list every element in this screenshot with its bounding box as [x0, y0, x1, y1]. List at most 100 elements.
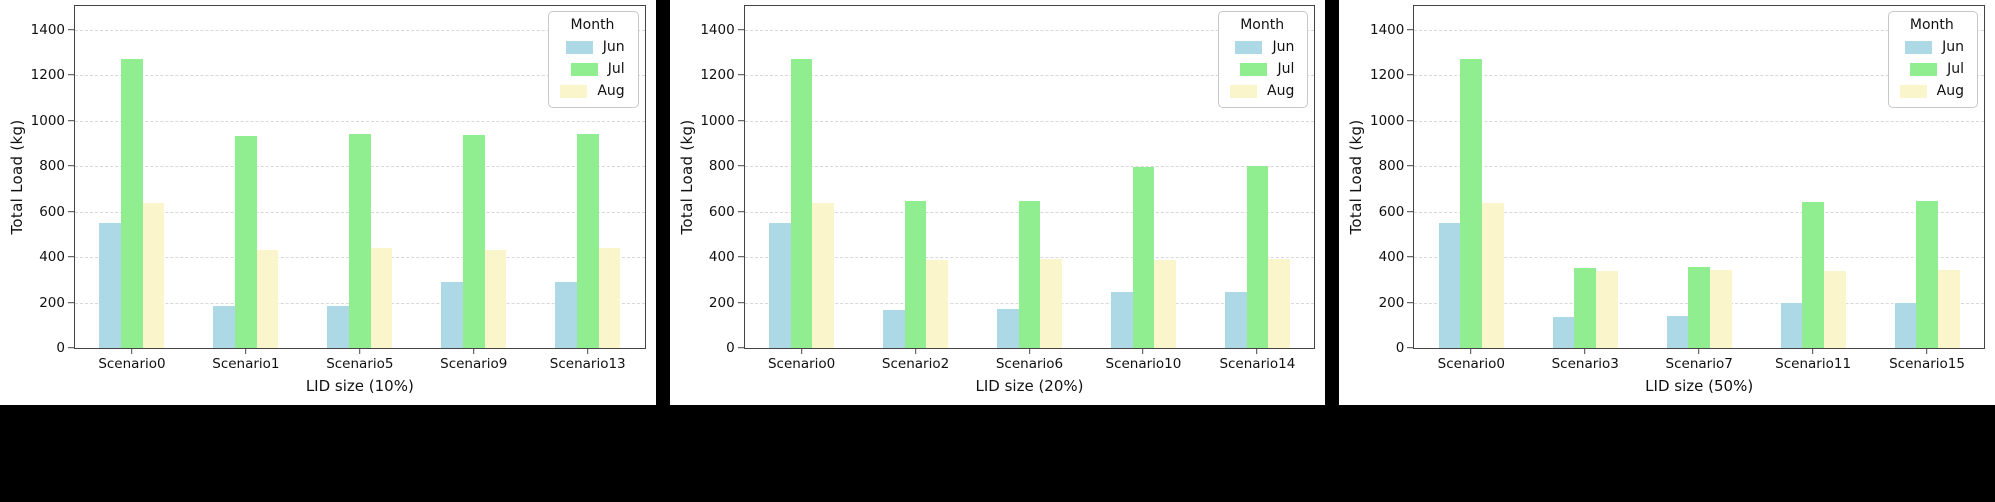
- x-axis-label: LID size (10%): [305, 377, 414, 395]
- gridline: [1414, 211, 1985, 213]
- bar-jul-scenario0: [790, 58, 813, 348]
- y-tick-mark: [737, 29, 744, 31]
- bar-aug-scenario0: [142, 203, 165, 348]
- x-tick-label: Scenario0: [1437, 356, 1505, 372]
- x-tick-mark: [359, 348, 361, 354]
- legend-title: Month: [570, 17, 615, 33]
- x-tick-label: Scenario9: [440, 356, 508, 372]
- y-tick-mark: [737, 165, 744, 167]
- x-tick-mark: [1028, 348, 1030, 354]
- x-tick-mark: [1926, 348, 1928, 354]
- y-tick-mark: [737, 119, 744, 121]
- gridline: [1414, 75, 1985, 77]
- bar-jul-scenario14: [1246, 166, 1269, 348]
- bar-jul-scenario1: [235, 135, 257, 348]
- legend-entry-jul: Jul: [560, 61, 625, 77]
- legend-entry-jul: Jul: [1900, 61, 1964, 77]
- y-tick-label: 200: [1378, 294, 1405, 311]
- gridline: [1414, 120, 1985, 122]
- bar-aug-scenario0: [1482, 203, 1504, 348]
- y-tick-mark: [68, 74, 74, 76]
- legend-entry-aug: Aug: [1899, 83, 1965, 99]
- bar-jun-scenario14: [1224, 291, 1247, 348]
- x-tick-label: Scenario1: [212, 356, 280, 372]
- y-tick-label: 1400: [30, 21, 65, 38]
- y-tick-mark: [68, 256, 74, 258]
- plot-area: 0 200 400 600 800 1000 1200 1400 Scenario0 Scenar…: [1370, 5, 1986, 395]
- x-tick-label: Scenario14: [1219, 356, 1296, 372]
- y-tick-label: 1000: [30, 112, 65, 129]
- y-tick-label: 600: [708, 203, 735, 220]
- gridline: [75, 29, 645, 31]
- y-axis-label: Total Load (kg): [1347, 119, 1366, 235]
- bar-aug-scenario9: [484, 249, 507, 348]
- chart-panel-3: Total Load (kg) 0 200 400 600 800 1000 1200 1400…: [1339, 0, 1995, 405]
- bar-jun-scenario15: [1894, 302, 1917, 348]
- x-tick-mark: [800, 348, 802, 354]
- bar-aug-scenario3: [1596, 271, 1618, 348]
- y-tick-label: 200: [708, 294, 735, 311]
- x-tick-label: Scenario15: [1889, 356, 1965, 372]
- gridline: [75, 120, 645, 122]
- legend-swatch-jun-icon: [565, 40, 593, 54]
- legend-label: Aug: [1267, 83, 1295, 99]
- legend: Month Jun Jul Aug: [1887, 11, 1979, 108]
- bar-aug-scenario14: [1268, 258, 1290, 348]
- legend-entry-jul: Jul: [1230, 61, 1294, 77]
- y-tick-label: 800: [39, 158, 65, 175]
- bar-jul-scenario13: [576, 133, 599, 348]
- bar-aug-scenario7: [1710, 270, 1732, 348]
- x-tick-mark: [1812, 348, 1814, 354]
- x-tick-mark: [245, 348, 247, 354]
- legend-swatch-jul-icon: [570, 62, 598, 76]
- bar-jul-scenario15: [1916, 200, 1938, 348]
- legend-label: Aug: [1936, 83, 1965, 99]
- legend-swatch-jun-icon: [1905, 40, 1933, 54]
- y-tick-label: 200: [39, 294, 65, 311]
- legend-entry-jun: Jun: [1230, 39, 1294, 55]
- legend-entry-jun: Jun: [1900, 39, 1964, 55]
- bar-jul-scenario10: [1132, 167, 1155, 348]
- bar-aug-scenario6: [1040, 258, 1062, 348]
- legend-entry-jun: Jun: [560, 39, 625, 55]
- legend-swatch-aug-icon: [1230, 84, 1257, 98]
- black-bottom-margin: [0, 405, 1995, 502]
- y-tick-label: 0: [1395, 340, 1405, 356]
- x-tick-label: Scenario5: [326, 356, 394, 372]
- chart-panel-1: Total Load (kg) 0 200 400 600 800 1000 1200 1400…: [0, 0, 656, 405]
- bar-aug-scenario13: [598, 248, 621, 348]
- y-tick-label: 400: [708, 249, 735, 266]
- legend-title: Month: [1909, 17, 1954, 33]
- legend-swatch-aug-icon: [560, 84, 588, 98]
- y-tick-label: 0: [56, 340, 65, 356]
- y-tick-label: 400: [1378, 249, 1405, 266]
- y-tick-label: 1400: [1369, 21, 1405, 38]
- legend: Month Jun Jul Aug: [548, 11, 639, 108]
- y-tick-mark: [68, 29, 74, 31]
- gridline: [1414, 257, 1985, 259]
- bar-jun-scenario0: [769, 223, 791, 348]
- bar-jun-scenario1: [213, 305, 236, 348]
- bar-jul-scenario0: [1460, 58, 1483, 348]
- gridline: [744, 75, 1315, 77]
- gridline: [75, 75, 645, 77]
- bar-jun-scenario0: [99, 223, 122, 348]
- y-tick-mark: [68, 165, 74, 167]
- bar-jun-scenario11: [1780, 303, 1803, 348]
- bar-jul-scenario7: [1688, 267, 1710, 348]
- legend-label: Jul: [1947, 61, 1965, 77]
- gridline: [744, 29, 1315, 31]
- y-tick-label: 600: [1378, 203, 1405, 220]
- bar-jul-scenario3: [1574, 268, 1597, 348]
- legend-swatch-aug-icon: [1899, 84, 1927, 98]
- x-tick-mark: [1470, 348, 1472, 354]
- bar-aug-scenario0: [812, 203, 835, 348]
- x-tick-mark: [586, 348, 588, 354]
- y-axis-label: Total Load (kg): [677, 119, 696, 235]
- gridline: [744, 120, 1315, 122]
- x-tick-label: Scenario3: [1551, 356, 1619, 372]
- legend: Month Jun Jul Aug: [1218, 11, 1309, 108]
- legend-entry-aug: Aug: [560, 83, 625, 99]
- gridline: [1414, 166, 1985, 168]
